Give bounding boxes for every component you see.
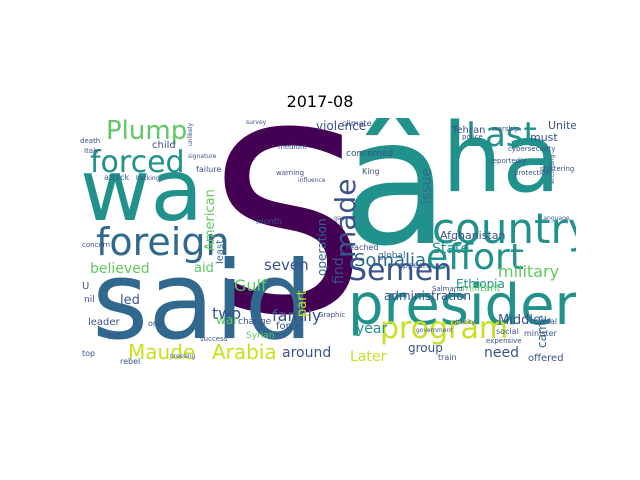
cloud-word: Gulf: [234, 276, 267, 295]
cloud-word: climate: [342, 119, 372, 128]
cloud-word: operation: [315, 218, 329, 276]
cloud-word: protection: [514, 169, 550, 177]
cloud-word: military: [498, 262, 560, 281]
cloud-word: cybersecurity: [508, 145, 556, 153]
cloud-word: need: [484, 345, 519, 361]
cloud-word: seven: [264, 256, 309, 274]
cloud-word: appears: [398, 261, 431, 270]
cloud-word: social: [496, 327, 519, 336]
cloud-word: led: [120, 293, 140, 308]
cloud-word: child: [152, 140, 176, 151]
cloud-word: U: [82, 281, 90, 292]
cloud-word: Last: [466, 118, 537, 155]
cloud-word: Maude: [128, 340, 196, 364]
cloud-word: wa: [80, 141, 204, 241]
cloud-word: year: [356, 321, 388, 337]
cloud-word: offered: [528, 353, 564, 364]
cloud-word: expensive: [486, 337, 522, 345]
cloud-word: minister: [524, 329, 557, 338]
cloud-word: ha: [442, 118, 561, 214]
cloud-word: change: [238, 317, 272, 327]
cloud-word: reached: [346, 243, 379, 252]
cloud-word: Somalia: [354, 250, 427, 271]
cloud-word: top: [82, 349, 96, 358]
cloud-word: must: [530, 131, 558, 144]
cloud-word: force: [276, 321, 302, 332]
cloud-word: United: [548, 119, 576, 132]
cloud-word: â: [342, 118, 450, 285]
cloud-word: Tehran: [452, 125, 486, 136]
cloud-word: death: [80, 137, 101, 145]
cloud-word: concerned: [346, 149, 394, 159]
cloud-word: police: [462, 133, 483, 141]
cloud-word: war: [216, 313, 239, 327]
cloud-word: one: [148, 319, 163, 328]
cloud-word: family: [272, 306, 322, 325]
cloud-word: believed: [90, 261, 150, 277]
cloud-word: rebel: [120, 357, 141, 366]
cloud-word: Syrian: [246, 331, 275, 341]
cloud-word: two: [212, 304, 242, 323]
cloud-word: attack: [104, 173, 130, 182]
cloud-word: militant: [462, 283, 501, 294]
cloud-word: aid: [194, 261, 214, 276]
cloud-word: Graphic: [318, 311, 346, 319]
cloud-word: Language: [540, 215, 570, 222]
cloud-word: foreign: [96, 220, 230, 264]
cloud-word: failure: [196, 165, 222, 174]
cloud-word: find: [331, 257, 347, 284]
cloud-word: month: [256, 217, 282, 226]
cloud-word: State: [432, 241, 470, 257]
cloud-word: Italy: [84, 147, 100, 155]
cloud-word: part: [295, 290, 310, 317]
cloud-word: King: [362, 167, 380, 176]
cloud-word: signature: [188, 153, 217, 160]
cloud-word: Salmand: [432, 285, 463, 293]
cloud-word: Middle: [498, 313, 541, 328]
cloud-word: medium: [278, 143, 307, 151]
cloud-word: global: [378, 251, 406, 261]
cloud-word: Plump: [106, 118, 188, 146]
cloud-word: pressing: [170, 353, 196, 360]
cloud-word: unlikely: [187, 122, 194, 146]
cloud-word: program: [380, 311, 509, 346]
cloud-word: least: [215, 239, 226, 264]
cloud-word: Semen: [348, 253, 453, 288]
word-cloud: Sâ wa ha said president country foreign forced L…: [80, 118, 576, 366]
cloud-word: gas: [334, 215, 345, 222]
cloud-word: according: [549, 154, 556, 184]
figure-title: 2017-08: [286, 92, 354, 111]
cloud-word: train: [438, 353, 457, 362]
cloud-word: atrocity: [452, 319, 475, 326]
cloud-word: Later: [350, 349, 387, 365]
cloud-word: issue: [419, 168, 435, 204]
cloud-word: reportedly: [490, 157, 527, 165]
cloud-word: said: [92, 239, 314, 364]
cloud-word: forced: [90, 145, 185, 180]
cloud-word: Arabia: [212, 340, 277, 364]
cloud-word: president: [348, 273, 576, 338]
cloud-word: Ethiopia: [456, 277, 505, 291]
cloud-word: concern: [82, 241, 110, 249]
cloud-word: stuttering: [540, 165, 575, 173]
cloud-word: government: [416, 327, 453, 334]
cloud-word: nil: [84, 295, 95, 305]
cloud-word: administration: [384, 289, 472, 303]
cloud-word: put: [108, 331, 122, 340]
cloud-word: effort: [426, 237, 524, 278]
cloud-word: success: [200, 335, 228, 343]
cloud-word: Afghanistan: [440, 229, 506, 242]
cloud-word: country: [432, 204, 576, 253]
cloud-word: influence: [298, 177, 326, 184]
cloud-word: group: [408, 341, 443, 355]
cloud-word: survey: [246, 119, 267, 126]
cloud-word: warship: [492, 125, 520, 133]
cloud-word: around: [282, 345, 332, 361]
cloud-word: hacking: [136, 175, 160, 182]
cloud-word: violence: [316, 119, 367, 133]
cloud-word: leader: [88, 317, 120, 328]
cloud-word: S: [208, 118, 367, 366]
cloud-word: deal: [540, 317, 558, 326]
cloud-word: warning: [276, 169, 305, 177]
